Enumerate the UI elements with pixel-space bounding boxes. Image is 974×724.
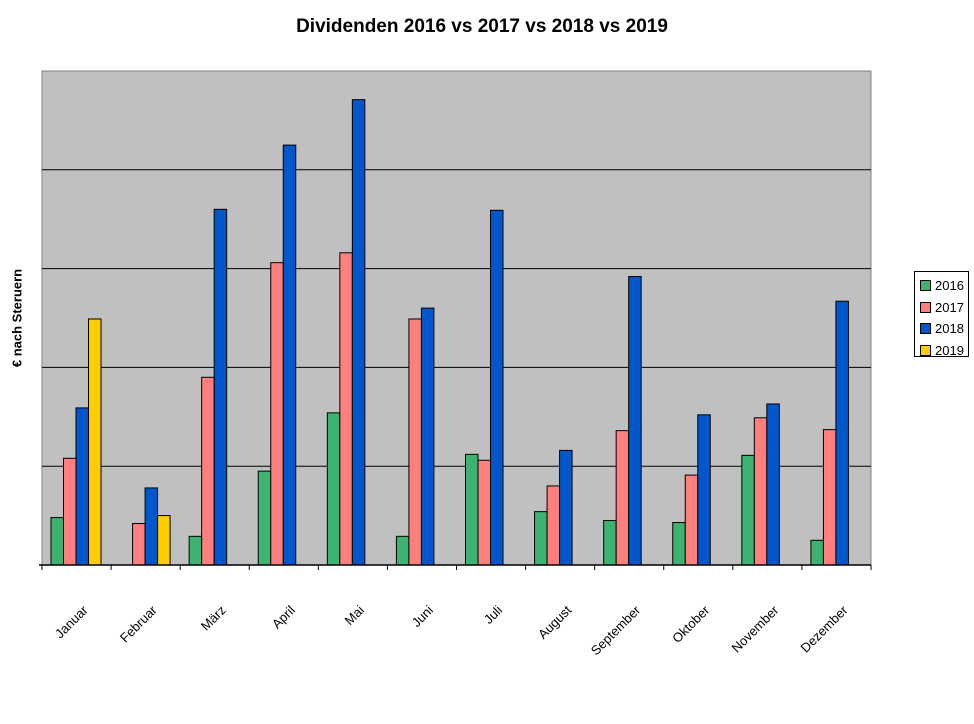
bar-2017-11 [753,417,768,566]
bar-2017-5 [339,252,353,566]
legend-item-2017: 2017 [915,297,968,319]
legend-item-2018: 2018 [915,318,968,340]
bar-2016-5 [326,412,341,566]
x-tick-label: Oktober [669,602,713,646]
bar-2017-12 [822,429,837,566]
x-tick-label: Juli [481,602,505,626]
legend-item-2016: 2016 [915,275,968,297]
bar-2017-9 [615,430,630,566]
x-tick-label: Mai [342,602,367,627]
bar-2018-4 [282,144,297,566]
legend-item-2019: 2019 [915,340,968,362]
x-tick-label: November [728,602,781,655]
x-tick-label: Februar [117,602,160,645]
bar-2016-3 [188,535,203,566]
legend: 2016 2017 2018 2019 [914,271,969,358]
legend-label: 2019 [935,342,964,358]
bar-2019-1 [88,318,102,566]
bar-2016-9 [603,520,617,566]
chart-title: Dividenden 2016 vs 2017 vs 2018 vs 2019 [296,16,668,37]
bar-2016-11 [741,454,755,566]
bar-2016-4 [257,470,272,566]
bar-2016-10 [672,522,686,566]
bar-2018-7 [490,209,504,566]
bar-2016-1 [50,517,64,566]
x-tick-label: Januar [52,602,91,641]
bar-2018-2 [144,487,159,566]
bar-2018-1 [75,407,89,566]
bar-2018-6 [420,307,435,566]
legend-swatch [920,301,931,313]
x-tick-label: April [269,602,298,631]
x-tick-label: Juni [409,602,437,630]
bar-2016-8 [534,511,548,566]
bar-2017-6 [408,318,422,566]
legend-label: 2017 [935,299,964,315]
bar-2018-11 [766,403,780,566]
bar-2017-10 [684,474,699,566]
bar-2018-3 [213,208,228,566]
bar-2018-5 [351,99,366,566]
bar-2016-12 [810,539,824,566]
legend-swatch [920,344,931,356]
bar-2018-12 [835,300,849,566]
bar-2017-4 [270,262,284,566]
legend-swatch [920,323,931,335]
bar-2017-3 [201,376,215,566]
bar-2016-6 [395,535,410,566]
x-tick-label: Dezember [798,602,851,655]
x-tick-label: März [198,603,229,634]
legend-swatch [920,280,931,292]
bar-2017-8 [546,485,561,566]
bar-2016-7 [465,453,479,566]
bar-2018-10 [697,414,711,566]
plot-background [41,70,872,566]
bar-2018-8 [559,449,573,566]
bar-2017-2 [132,523,146,566]
bar-2018-9 [628,276,642,566]
legend-label: 2016 [935,278,964,294]
legend-label: 2018 [935,321,964,337]
bar-2017-7 [477,459,491,566]
bar-2019-2 [157,515,171,566]
bar-2017-1 [63,457,77,566]
x-tick-label: August [535,602,574,641]
x-tick-label: September [588,602,644,658]
